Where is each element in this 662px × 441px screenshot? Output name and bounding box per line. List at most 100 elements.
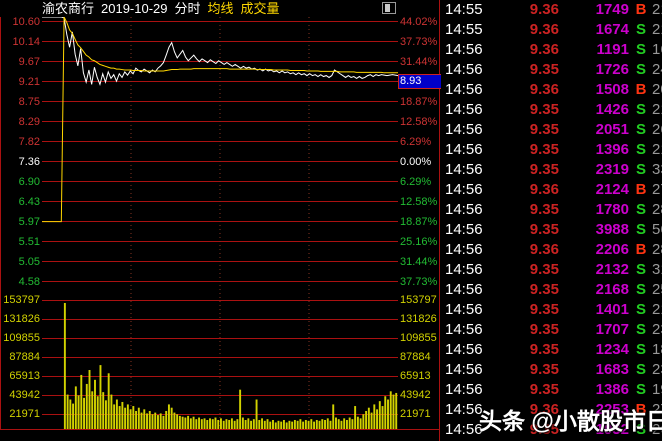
tape-open-interest: 562 bbox=[652, 221, 662, 238]
tape-volume: 2051 bbox=[595, 121, 629, 138]
tape-open-interest: 205 bbox=[652, 81, 662, 98]
tape-open-interest: 268 bbox=[652, 421, 662, 438]
tape-open-interest: 272 bbox=[652, 181, 662, 198]
tape-time: 14:56 bbox=[445, 81, 483, 98]
tape-time: 14:56 bbox=[445, 41, 483, 58]
ma-toggle-label[interactable]: 均线 bbox=[207, 1, 234, 16]
tape-row[interactable]: 14:56 9.36 1508 B 205 bbox=[441, 80, 662, 100]
pane-divider bbox=[439, 0, 440, 441]
tape-row[interactable]: 14:56 9.35 1683 S 235 bbox=[441, 360, 662, 380]
price-axis-left-label: 8.29 bbox=[18, 116, 40, 128]
tape-side: S bbox=[635, 101, 646, 118]
tape-row[interactable]: 14:56 9.35 2168 S 255 bbox=[441, 280, 662, 300]
volume-axis-right-label: 131826 bbox=[400, 313, 437, 325]
tape-volume: 3988 bbox=[595, 221, 629, 238]
tape-row[interactable]: 14:56 9.35 1932 S 268 bbox=[441, 420, 662, 440]
tape-row[interactable]: 14:56 9.35 1726 S 240 bbox=[441, 60, 662, 80]
tape-time: 14:56 bbox=[445, 321, 483, 338]
tape-volume: 1749 bbox=[595, 1, 629, 18]
tape-side: S bbox=[635, 261, 646, 278]
chart-date-label: 2019-10-29 bbox=[101, 1, 168, 16]
volume-axis-right-label: 21971 bbox=[400, 408, 431, 420]
tape-open-interest: 312 bbox=[652, 261, 662, 278]
tape-open-interest: 287 bbox=[652, 241, 662, 258]
current-price-tag: 8.93 bbox=[398, 74, 442, 89]
tape-row[interactable]: 14:56 9.35 2051 S 267 bbox=[441, 120, 662, 140]
price-axis-left-label: 6.43 bbox=[18, 196, 40, 208]
tape-time: 14:56 bbox=[445, 341, 483, 358]
tape-time: 14:56 bbox=[445, 421, 483, 438]
tape-price: 9.36 bbox=[529, 181, 559, 198]
tape-row[interactable]: 14:56 9.36 2206 B 287 bbox=[441, 240, 662, 260]
tape-time: 14:56 bbox=[445, 401, 483, 418]
volume-axis-left-label: 131826 bbox=[3, 313, 40, 325]
tape-row[interactable]: 14:56 9.35 1780 S 283 bbox=[441, 200, 662, 220]
volume-toggle-label[interactable]: 成交量 bbox=[240, 1, 280, 16]
tape-time: 14:56 bbox=[445, 241, 483, 258]
tape-row[interactable]: 14:56 9.35 2132 S 312 bbox=[441, 260, 662, 280]
minimize-icon[interactable] bbox=[382, 2, 396, 14]
tape-row[interactable]: 14:56 9.35 1707 S 237 bbox=[441, 320, 662, 340]
price-axis-left-label: 9.21 bbox=[18, 76, 40, 88]
tape-side: S bbox=[635, 201, 646, 218]
tape-open-interest: 240 bbox=[652, 61, 662, 78]
tape-row[interactable]: 14:56 9.36 2253 B 277 bbox=[441, 400, 662, 420]
tape-open-interest: 277 bbox=[652, 401, 662, 418]
tape-price: 9.36 bbox=[529, 21, 559, 38]
volume-plot-area[interactable] bbox=[42, 297, 398, 429]
tape-row[interactable]: 14:56 9.35 1401 S 213 bbox=[441, 300, 662, 320]
price-axis-left-label: 6.90 bbox=[18, 176, 40, 188]
tape-time: 14:56 bbox=[445, 141, 483, 158]
tape-row[interactable]: 14:56 9.35 1426 S 219 bbox=[441, 100, 662, 120]
tape-time: 14:56 bbox=[445, 101, 483, 118]
tape-volume: 1707 bbox=[595, 321, 629, 338]
tape-volume: 2253 bbox=[595, 401, 629, 418]
volume-axis-right-label: 43942 bbox=[400, 389, 431, 401]
tape-row[interactable]: 14:56 9.35 1386 S 198 bbox=[441, 380, 662, 400]
tape-volume: 2124 bbox=[595, 181, 629, 198]
watermark-label: 头条 @小散股市日记 bbox=[479, 408, 662, 434]
tape-volume: 1191 bbox=[596, 41, 629, 58]
tape-price: 9.35 bbox=[529, 281, 559, 298]
tape-row[interactable]: 14:56 9.35 3988 S 562 bbox=[441, 220, 662, 240]
volume-axis-left-label: 43942 bbox=[9, 389, 40, 401]
tape-time: 14:56 bbox=[445, 221, 483, 238]
tape-side: B bbox=[635, 181, 647, 198]
tape-price: 9.35 bbox=[529, 321, 559, 338]
tape-time: 14:56 bbox=[445, 161, 483, 178]
tape-price: 9.36 bbox=[529, 81, 559, 98]
chart-bottom-border bbox=[0, 429, 440, 430]
tape-time: 14:55 bbox=[445, 1, 483, 18]
tape-open-interest: 160 bbox=[652, 41, 662, 58]
intraday-chart-pane: 渝农商行 2019-10-29 分时 均线 成交量 10.60 10.14 9.67… bbox=[0, 0, 442, 441]
transaction-tape[interactable]: 14:55 9.36 1749 B 214 14:55 9.36 1674 S 215 14:56 9… bbox=[441, 0, 662, 441]
tape-price: 9.35 bbox=[529, 301, 559, 318]
tape-volume: 1401 bbox=[595, 301, 629, 318]
tape-row[interactable]: 14:56 9.36 2124 B 272 bbox=[441, 180, 662, 200]
tape-row[interactable]: 14:56 9.36 1191 S 160 bbox=[441, 40, 662, 60]
tape-open-interest: 332 bbox=[652, 161, 662, 178]
tape-row[interactable]: 14:56 9.35 1396 S 212 bbox=[441, 140, 662, 160]
volume-axis-right-label: 87884 bbox=[400, 351, 431, 363]
tape-volume: 1683 bbox=[595, 361, 629, 378]
volume-axis-right-label: 153797 bbox=[400, 294, 437, 306]
tape-side: S bbox=[635, 61, 646, 78]
tape-row[interactable]: 14:56 9.35 1234 S 188 bbox=[441, 340, 662, 360]
tape-volume: 1726 bbox=[595, 61, 629, 78]
volume-axis-right-label: 65913 bbox=[400, 370, 431, 382]
tape-row[interactable]: 14:55 9.36 1749 B 214 bbox=[441, 0, 662, 20]
price-axis-right-label: 0.00% bbox=[400, 156, 432, 168]
tape-open-interest: 235 bbox=[652, 361, 662, 378]
price-plot-area[interactable] bbox=[42, 17, 398, 297]
tape-time: 14:56 bbox=[445, 201, 483, 218]
tape-price: 9.35 bbox=[529, 381, 559, 398]
tape-row[interactable]: 14:55 9.36 1674 S 215 bbox=[441, 20, 662, 40]
tape-row[interactable]: 14:56 9.35 2319 S 332 bbox=[441, 160, 662, 180]
tape-time: 14:56 bbox=[445, 301, 483, 318]
price-axis-left-label: 10.14 bbox=[12, 36, 40, 48]
tape-open-interest: 212 bbox=[652, 141, 662, 158]
tape-price: 9.36 bbox=[529, 401, 559, 418]
tape-volume: 1386 bbox=[595, 381, 629, 398]
price-axis-left-label: 10.60 bbox=[12, 16, 40, 28]
tape-side: S bbox=[635, 281, 646, 298]
